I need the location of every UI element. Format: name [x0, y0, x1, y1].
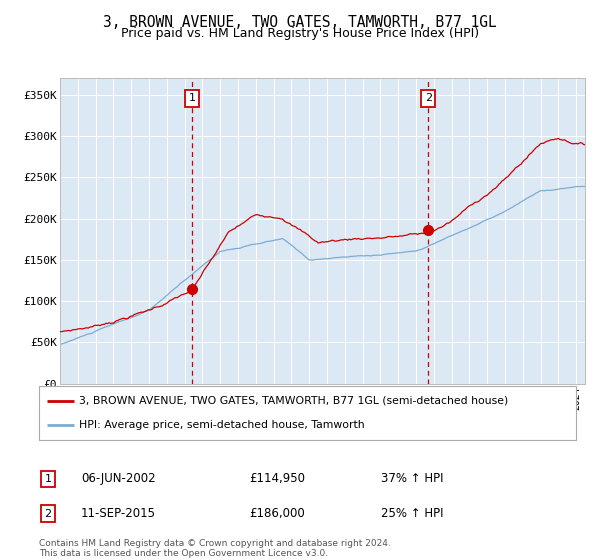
Text: Price paid vs. HM Land Registry's House Price Index (HPI): Price paid vs. HM Land Registry's House … [121, 27, 479, 40]
Text: £186,000: £186,000 [249, 507, 305, 520]
Text: 1: 1 [44, 474, 52, 484]
Text: 3, BROWN AVENUE, TWO GATES, TAMWORTH, B77 1GL (semi-detached house): 3, BROWN AVENUE, TWO GATES, TAMWORTH, B7… [79, 396, 509, 406]
Text: 25% ↑ HPI: 25% ↑ HPI [381, 507, 443, 520]
Text: 1: 1 [189, 93, 196, 103]
Text: 11-SEP-2015: 11-SEP-2015 [81, 507, 156, 520]
Text: 2: 2 [44, 508, 52, 519]
Text: Contains HM Land Registry data © Crown copyright and database right 2024.
This d: Contains HM Land Registry data © Crown c… [39, 539, 391, 558]
Text: 3, BROWN AVENUE, TWO GATES, TAMWORTH, B77 1GL: 3, BROWN AVENUE, TWO GATES, TAMWORTH, B7… [103, 15, 497, 30]
Text: 37% ↑ HPI: 37% ↑ HPI [381, 472, 443, 486]
Text: £114,950: £114,950 [249, 472, 305, 486]
Text: 06-JUN-2002: 06-JUN-2002 [81, 472, 155, 486]
Text: 2: 2 [425, 93, 432, 103]
Text: HPI: Average price, semi-detached house, Tamworth: HPI: Average price, semi-detached house,… [79, 420, 365, 430]
FancyBboxPatch shape [39, 386, 576, 440]
